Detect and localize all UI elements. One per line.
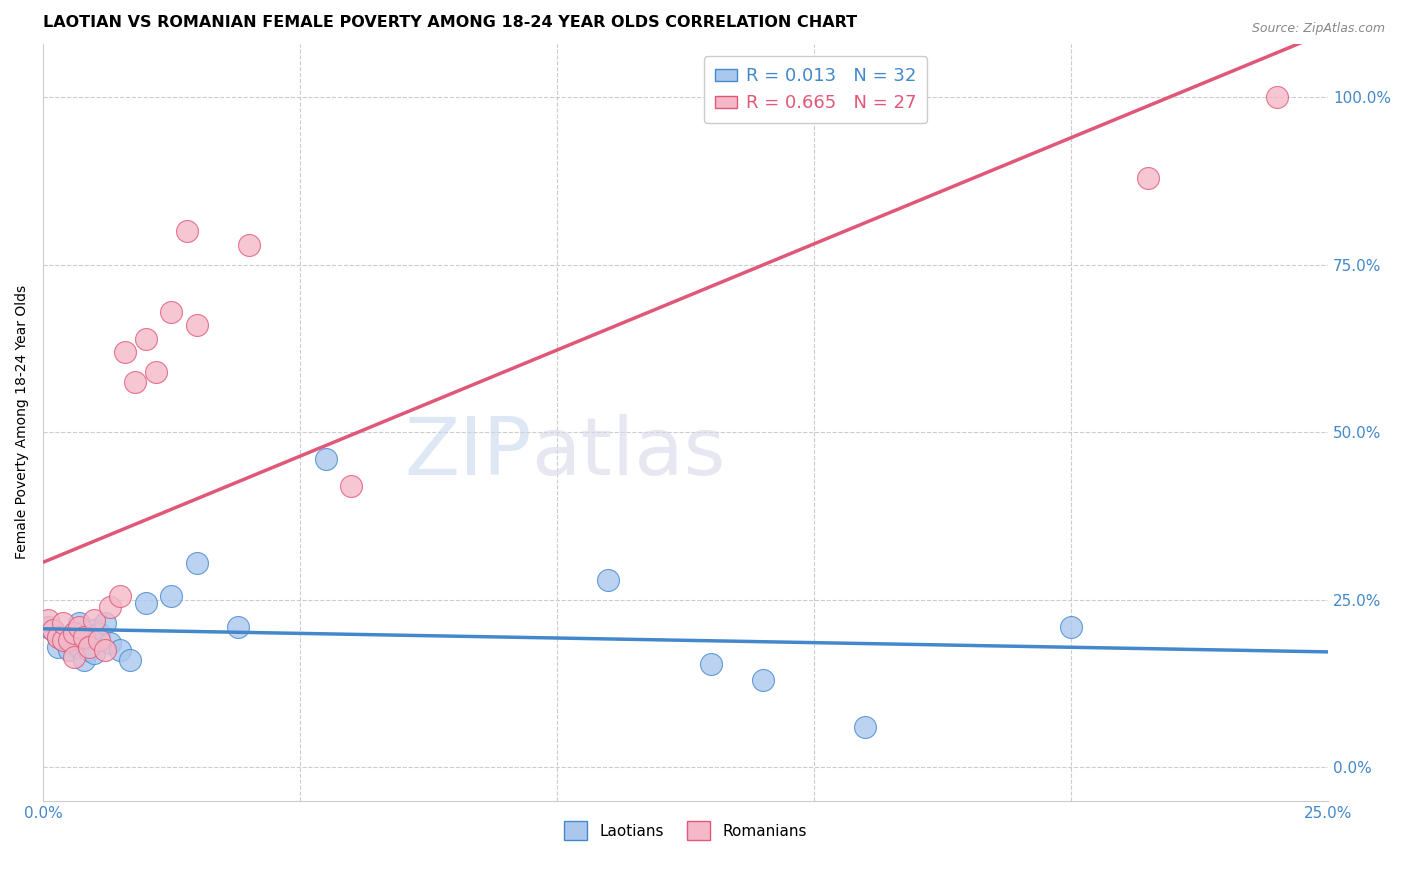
Point <box>1060 620 1083 634</box>
Point <box>73 653 96 667</box>
Point <box>120 653 142 667</box>
Point <box>58 633 80 648</box>
Point <box>598 573 620 587</box>
Point <box>83 647 105 661</box>
Point <box>83 623 105 637</box>
Point <box>73 633 96 648</box>
Point <box>52 633 75 648</box>
Point <box>46 640 69 654</box>
Point <box>135 331 157 345</box>
Point <box>315 452 337 467</box>
Point <box>67 620 90 634</box>
Point <box>58 643 80 657</box>
Point <box>108 590 131 604</box>
Point <box>108 643 131 657</box>
Point <box>42 623 65 637</box>
Point <box>62 630 84 644</box>
Point <box>186 556 208 570</box>
Point <box>67 640 90 654</box>
Point <box>37 613 59 627</box>
Point <box>58 636 80 650</box>
Point <box>52 633 75 648</box>
Point <box>855 720 877 734</box>
Point <box>77 643 100 657</box>
Point <box>89 626 111 640</box>
Point <box>77 640 100 654</box>
Point <box>52 616 75 631</box>
Text: LAOTIAN VS ROMANIAN FEMALE POVERTY AMONG 18-24 YEAR OLDS CORRELATION CHART: LAOTIAN VS ROMANIAN FEMALE POVERTY AMONG… <box>44 15 858 30</box>
Legend: Laotians, Romanians: Laotians, Romanians <box>558 815 813 847</box>
Point <box>46 630 69 644</box>
Point <box>186 318 208 332</box>
Point <box>93 643 115 657</box>
Point <box>226 620 249 634</box>
Point <box>160 590 183 604</box>
Text: atlas: atlas <box>531 414 725 491</box>
Point <box>89 633 111 648</box>
Point <box>238 237 260 252</box>
Point <box>135 596 157 610</box>
Point <box>160 304 183 318</box>
Point <box>77 630 100 644</box>
Point <box>1137 170 1160 185</box>
Y-axis label: Female Poverty Among 18-24 Year Olds: Female Poverty Among 18-24 Year Olds <box>15 285 30 559</box>
Point <box>176 224 198 238</box>
Point <box>73 630 96 644</box>
Point <box>62 626 84 640</box>
Point <box>67 616 90 631</box>
Point <box>98 599 121 614</box>
Point <box>62 649 84 664</box>
Point <box>700 657 723 671</box>
Point <box>1265 90 1288 104</box>
Point <box>83 613 105 627</box>
Point <box>751 673 773 688</box>
Point <box>145 365 167 379</box>
Point <box>98 636 121 650</box>
Point <box>114 345 136 359</box>
Point <box>340 479 363 493</box>
Point <box>37 620 59 634</box>
Point <box>42 623 65 637</box>
Point <box>46 630 69 644</box>
Point <box>93 616 115 631</box>
Point <box>124 375 146 389</box>
Text: Source: ZipAtlas.com: Source: ZipAtlas.com <box>1251 22 1385 36</box>
Text: ZIP: ZIP <box>404 414 531 491</box>
Point <box>62 626 84 640</box>
